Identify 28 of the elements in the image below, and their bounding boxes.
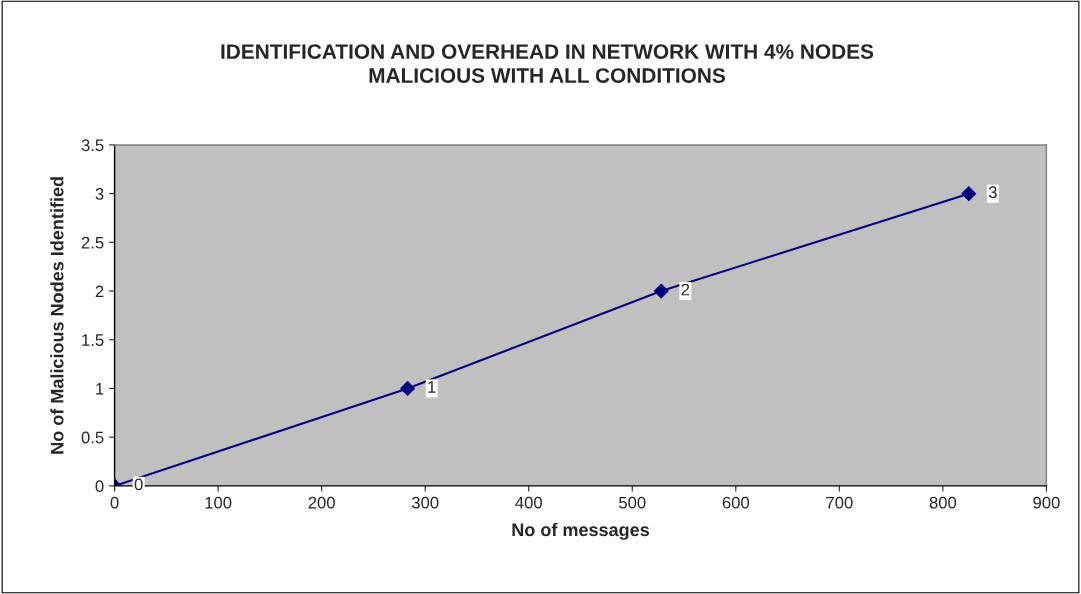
x-tick-label: 200: [308, 496, 335, 509]
y-tick-label: 1: [96, 383, 104, 395]
y-tick-label: 1.5: [82, 334, 104, 346]
point: [653, 283, 669, 299]
point: [961, 186, 977, 202]
data-label: 3: [988, 186, 997, 199]
y-tick-label: 3: [95, 188, 104, 200]
x-tick-label: 300: [411, 496, 439, 509]
x-tick-label: 0: [110, 496, 119, 509]
x-tick-label: 100: [205, 496, 232, 509]
y-tick-label: 0.5: [81, 431, 104, 444]
x-tick-label: 500: [619, 496, 646, 509]
x-tick-label: 400: [515, 496, 542, 509]
x-axis-title: No of messages: [512, 522, 649, 540]
y-tick-label: 2.5: [81, 236, 104, 249]
y-tick-label: 2: [95, 285, 104, 298]
x-tick-label: 800: [929, 496, 957, 509]
data-label: 0: [134, 478, 143, 491]
data-label: 2: [681, 283, 690, 296]
y-tick-label: 3.5: [81, 139, 104, 152]
data-label: 1: [428, 381, 436, 393]
x-tick-label: 900: [1033, 496, 1060, 509]
y-tick-label: 0: [95, 480, 104, 493]
x-tick-label: 600: [722, 496, 750, 509]
chart-title: IDENTIFICATION AND OVERHEAD IN NETWORK WITH 4% NODES MALICIOUS WITH ALL CONDITIONS: [221, 44, 874, 83]
x-tick-label: 700: [826, 496, 853, 509]
y-axis-title: No of Malicious Nodes Identified: [50, 177, 64, 454]
point: [400, 381, 415, 396]
